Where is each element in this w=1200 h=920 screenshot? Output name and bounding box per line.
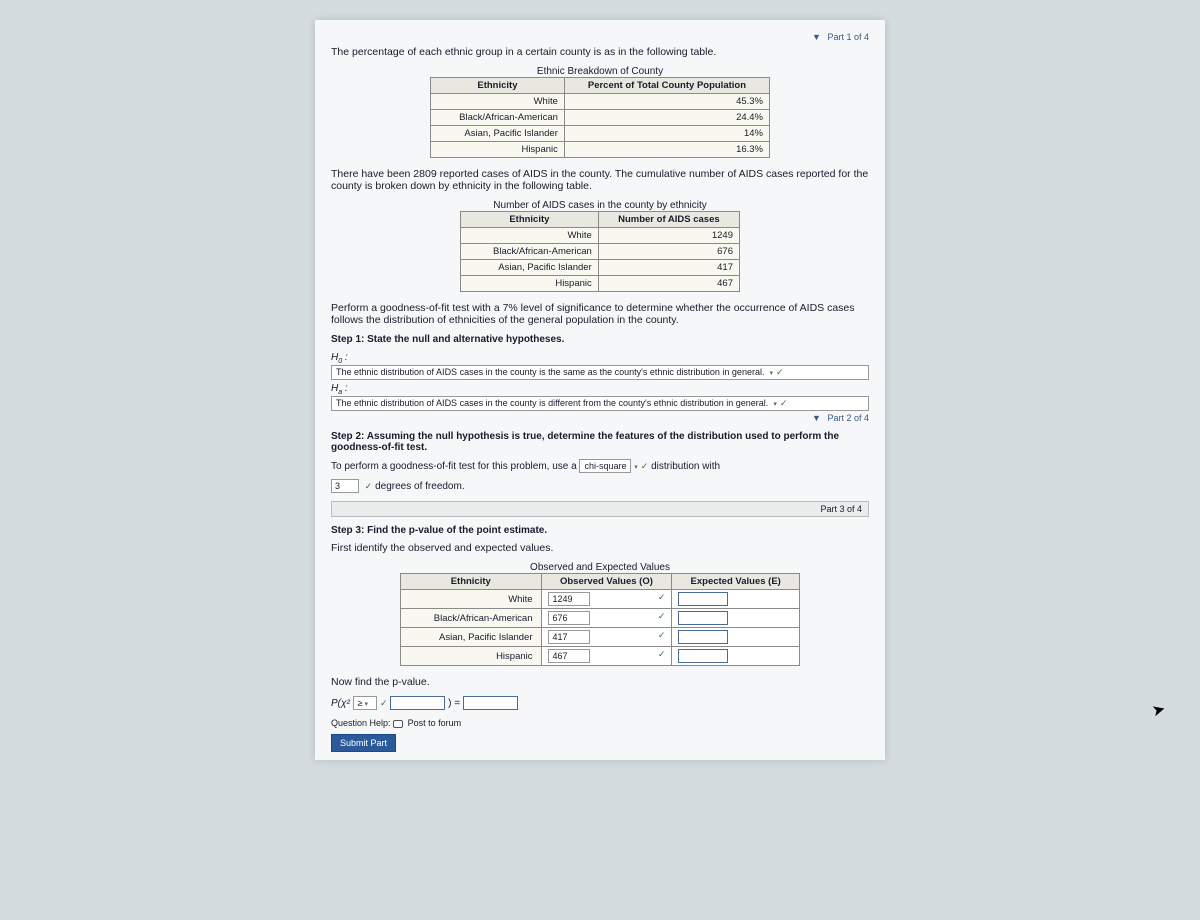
- ha-answer-box[interactable]: The ethnic distribution of AIDS cases in…: [331, 396, 869, 411]
- table-row: White1249: [461, 228, 740, 244]
- observed-input[interactable]: 1249: [548, 592, 590, 606]
- part-2-label: Part 2 of 4: [827, 413, 869, 423]
- now-find-pvalue: Now find the p-value.: [331, 676, 869, 688]
- perform-instruction: Perform a goodness-of-fit test with a 7%…: [331, 302, 869, 326]
- pvalue-input[interactable]: [463, 696, 518, 710]
- check-icon: ✓: [380, 698, 388, 708]
- table-row: Black/African-American 676✓: [401, 609, 800, 628]
- check-icon: ✓: [641, 461, 649, 471]
- h0-answer-box[interactable]: The ethnic distribution of AIDS cases in…: [331, 365, 869, 380]
- operator-select[interactable]: ≥: [353, 696, 377, 710]
- expected-input[interactable]: [678, 611, 728, 625]
- submit-part-button[interactable]: Submit Part: [331, 734, 396, 752]
- check-icon: ✓: [658, 592, 666, 603]
- part-1-label: Part 1 of 4: [827, 32, 869, 42]
- observed-table-caption: Observed and Expected Values: [331, 562, 869, 573]
- distribution-input[interactable]: chi-square: [579, 459, 631, 473]
- table-row: Black/African-American676: [461, 244, 740, 260]
- part-2-indicator: ▼ Part 2 of 4: [331, 413, 869, 423]
- pvalue-formula: P(χ² ≥✓ ) =: [331, 696, 869, 710]
- check-icon: ✓: [658, 630, 666, 641]
- table-row: Asian, Pacific Islander 417✓: [401, 628, 800, 647]
- step-1-title: Step 1: State the null and alternative h…: [331, 334, 869, 345]
- part-3-indicator: Part 3 of 4: [331, 501, 869, 517]
- step-3-subtitle: First identify the observed and expected…: [331, 542, 869, 554]
- observed-expected-table: Ethnicity Observed Values (O) Expected V…: [400, 573, 800, 666]
- step-2-title: Step 2: Assuming the null hypothesis is …: [331, 431, 869, 453]
- table-row: Hispanic467: [461, 276, 740, 292]
- part-1-indicator: ▼ Part 1 of 4: [331, 32, 869, 42]
- part-3-label: Part 3 of 4: [820, 504, 862, 514]
- check-icon: ✓: [658, 611, 666, 622]
- chi-square-value-input[interactable]: [390, 696, 445, 710]
- check-icon: ✓: [365, 481, 373, 491]
- chat-icon: [393, 720, 403, 728]
- distribution-line: To perform a goodness-of-fit test for th…: [331, 459, 869, 473]
- table-row: Asian, Pacific Islander417: [461, 260, 740, 276]
- observed-input[interactable]: 417: [548, 630, 590, 644]
- problem-panel: ▼ Part 1 of 4 The percentage of each eth…: [315, 20, 885, 760]
- ethnic-breakdown-table: Ethnicity Percent of Total County Popula…: [430, 77, 770, 158]
- check-icon: ✓: [776, 367, 784, 377]
- table-1-caption: Ethnic Breakdown of County: [331, 66, 869, 77]
- expected-input[interactable]: [678, 649, 728, 663]
- table-row: Hispanic16.3%: [431, 142, 770, 158]
- table-header: Expected Values (E): [672, 574, 800, 590]
- expected-input[interactable]: [678, 630, 728, 644]
- table-header: Ethnicity: [401, 574, 542, 590]
- aids-cases-table: Ethnicity Number of AIDS cases White1249…: [460, 211, 740, 292]
- table-header: Ethnicity: [431, 78, 565, 94]
- expected-input[interactable]: [678, 592, 728, 606]
- table-row: Asian, Pacific Islander14%: [431, 126, 770, 142]
- table-header: Percent of Total County Population: [564, 78, 769, 94]
- df-input[interactable]: 3: [331, 479, 359, 493]
- intro-text-1: The percentage of each ethnic group in a…: [331, 46, 869, 58]
- observed-input[interactable]: 676: [548, 611, 590, 625]
- table-2-caption: Number of AIDS cases in the county by et…: [331, 200, 869, 211]
- check-icon: ✓: [658, 649, 666, 660]
- table-row: White 1249✓: [401, 590, 800, 609]
- df-line: 3 ✓ degrees of freedom.: [331, 479, 869, 493]
- table-header: Number of AIDS cases: [598, 212, 739, 228]
- table-header: Ethnicity: [461, 212, 599, 228]
- question-help: Question Help: Post to forum: [331, 718, 869, 728]
- check-icon: ✓: [780, 398, 788, 408]
- chevron-down-icon[interactable]: ▼: [812, 32, 821, 42]
- step-3-title: Step 3: Find the p-value of the point es…: [331, 525, 869, 536]
- chevron-down-icon[interactable]: ▼: [812, 413, 821, 423]
- table-row: Black/African-American24.4%: [431, 110, 770, 126]
- observed-input[interactable]: 467: [548, 649, 590, 663]
- table-row: Hispanic 467✓: [401, 647, 800, 666]
- hypothesis-ha: Ha :: [331, 382, 869, 396]
- table-header: Observed Values (O): [541, 574, 672, 590]
- intro-text-2: There have been 2809 reported cases of A…: [331, 168, 869, 192]
- post-to-forum-link[interactable]: Post to forum: [408, 718, 462, 728]
- table-row: White45.3%: [431, 94, 770, 110]
- hypothesis-h0: H0 :: [331, 351, 869, 365]
- cursor-icon: ➤: [1149, 699, 1167, 722]
